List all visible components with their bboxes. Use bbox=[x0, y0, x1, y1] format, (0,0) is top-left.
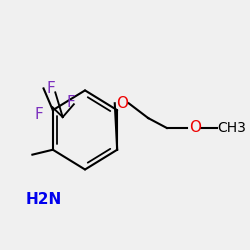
Text: F: F bbox=[67, 95, 76, 110]
Text: H2N: H2N bbox=[26, 192, 62, 207]
Text: O: O bbox=[189, 120, 201, 136]
Text: F: F bbox=[34, 106, 43, 122]
Text: F: F bbox=[46, 81, 55, 96]
Text: O: O bbox=[116, 96, 128, 111]
Text: CH3: CH3 bbox=[217, 121, 246, 135]
